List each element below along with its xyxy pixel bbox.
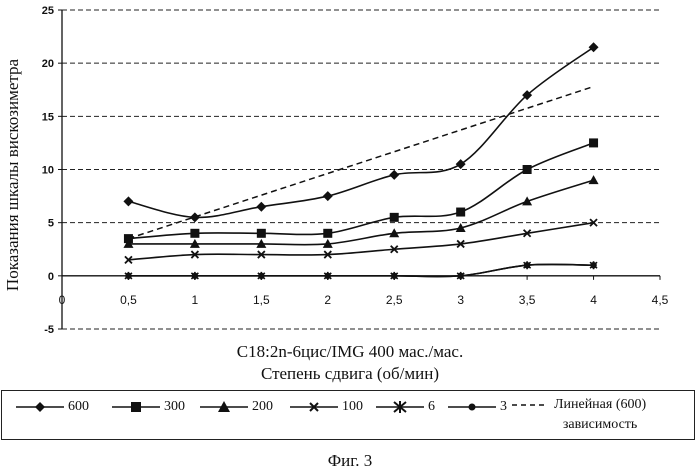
series-300-point (323, 228, 333, 238)
figure-caption: Фиг. 3 (327, 451, 373, 470)
legend-label-trend-line2: зависимость (562, 417, 638, 432)
x-tick-label: 4,5 (652, 293, 669, 307)
series-200-point (322, 238, 333, 248)
series-300-point (589, 138, 599, 148)
y-tick-label: 0 (48, 271, 54, 283)
series-300-line (128, 142, 594, 240)
series-300-point (522, 165, 532, 174)
legend-swatch-circle (448, 403, 496, 411)
line-chart: -5 0 5 10 15 20 25 0 0,5 1 1,5 2 2,5 3 3,5 4 4,5 Показан… (3, 5, 669, 336)
series-100-point (190, 250, 200, 259)
x-tick-label: 0 (59, 293, 66, 307)
series-300-point (256, 228, 266, 238)
y-axis-label: Показания шкалы вискозиметра (3, 58, 22, 291)
y-tick-label: 5 (48, 218, 54, 230)
x-tick-label: 2 (324, 293, 331, 307)
series-600-point (123, 196, 134, 207)
legend-item-6: 6 (374, 399, 435, 415)
series-600-point (455, 159, 466, 170)
chart-subtitle: C18:2n-6цис/IMG 400 мас./мас. (236, 342, 464, 361)
series-200-point (389, 228, 400, 238)
series-100-line (128, 221, 594, 261)
series-3-point (391, 272, 398, 280)
legend-swatch-star (376, 401, 424, 413)
series-300-point (123, 234, 133, 244)
series-3-point (125, 272, 132, 280)
series-3-point (457, 272, 464, 280)
series-600-point (189, 212, 200, 223)
series-600-point (389, 169, 400, 180)
series-600-point (522, 90, 533, 101)
series-200-point (455, 222, 466, 232)
series-200-point (189, 238, 200, 248)
series-3-line (128, 263, 594, 278)
series-3-point (590, 262, 597, 269)
legend-item-100: 100 (288, 399, 363, 415)
series-600-point (322, 191, 333, 202)
series-300-point (389, 212, 399, 222)
y-tick-label: 20 (42, 58, 54, 70)
series-300-point (190, 228, 200, 238)
legend-item-3: 3 (446, 399, 507, 415)
legend-label-100: 100 (342, 399, 363, 414)
series-100-point (456, 239, 465, 249)
legend-swatch-triangle (200, 401, 248, 412)
x-tick-label: 3,5 (519, 293, 536, 307)
y-tick-label: -5 (44, 324, 54, 336)
series-600-point (588, 42, 599, 53)
series-100-point (522, 229, 532, 238)
x-tick-label: 3 (457, 293, 464, 307)
series-100-point (257, 250, 266, 259)
legend-label-600: 600 (68, 399, 89, 414)
legend-label-300: 300 (164, 399, 185, 414)
series-100-point (390, 245, 399, 254)
legend-swatch-square (112, 402, 160, 412)
series-3-point (258, 272, 265, 280)
legend-label-6: 6 (428, 399, 435, 414)
series-200-point (588, 175, 599, 185)
series-3-point (324, 272, 331, 280)
x-tick-label: 4 (590, 293, 597, 307)
series-600-point (256, 201, 267, 212)
series-200-point (123, 238, 134, 248)
series-trend-line (128, 85, 594, 240)
x-axis-label: Степень сдвига (об/мин) (260, 364, 440, 383)
y-tick-label: 15 (42, 111, 54, 123)
legend: 600 300 200 100 6 3 Линейная (600) завис… (1, 390, 695, 440)
legend-label-200: 200 (252, 399, 273, 414)
series-200-point (522, 196, 533, 206)
legend-label-3: 3 (500, 399, 507, 414)
legend-label-trend-line1: Линейная (600) (554, 397, 647, 412)
series-200-point (256, 238, 267, 248)
y-tick-label: 10 (42, 165, 54, 177)
legend-item-300: 300 (110, 399, 185, 415)
x-tick-label: 1 (192, 293, 199, 307)
series-100-point (589, 218, 598, 227)
legend-item-600: 600 (14, 399, 89, 415)
x-tick-label: 0,5 (120, 293, 137, 307)
series-100-point (323, 250, 332, 259)
x-tick-label: 2,5 (386, 293, 403, 307)
y-tick-label: 25 (42, 5, 54, 17)
legend-swatch-diamond (16, 402, 64, 412)
gridlines (62, 9, 660, 330)
x-tick-label: 1,5 (253, 293, 270, 307)
series-3-point (523, 262, 531, 269)
series-lines (128, 46, 595, 278)
series-200-line (128, 179, 594, 246)
tick-labels: -5 0 5 10 15 20 25 0 0,5 1 1,5 2 2,5 3 3,5 4 4,5 (42, 5, 669, 336)
series-600-line (128, 46, 595, 219)
legend-swatch-x (290, 402, 338, 412)
series-3-point (191, 272, 199, 280)
legend-item-200: 200 (198, 399, 273, 415)
legend-swatch-dashed (512, 404, 548, 406)
legend-item-trend: Линейная (600) зависимость (510, 397, 646, 435)
series-markers (123, 42, 599, 280)
series-300-point (456, 207, 466, 217)
series-100-point (124, 255, 133, 265)
